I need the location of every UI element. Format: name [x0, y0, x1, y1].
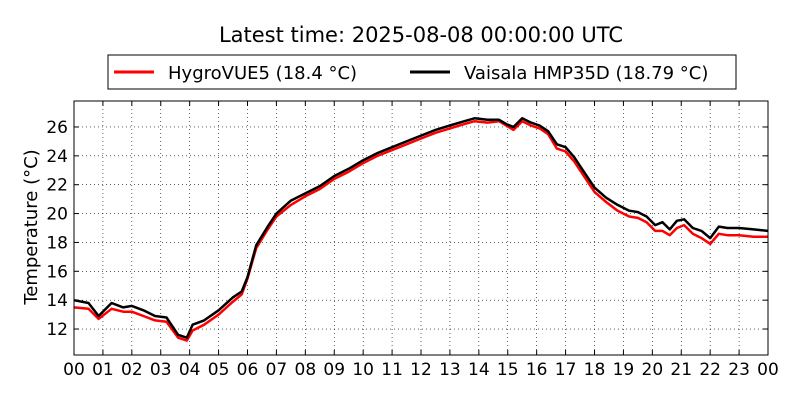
x-tick-label: 10: [352, 360, 374, 380]
x-tick-label: 15: [497, 360, 519, 380]
x-tick-label: 04: [179, 360, 201, 380]
x-tick-label: 09: [323, 360, 345, 380]
y-tick-label: 12: [46, 320, 68, 340]
y-tick-label: 24: [46, 147, 68, 167]
x-tick-label: 07: [266, 360, 288, 380]
legend-label-hygrovue5: HygroVUE5 (18.4 °C): [168, 63, 357, 84]
x-tick-label: 12: [410, 360, 432, 380]
x-tick-label: 01: [92, 360, 114, 380]
legend-label-vaisala: Vaisala HMP35D (18.79 °C): [464, 63, 708, 84]
y-tick-label: 18: [46, 233, 68, 253]
x-tick-label: 05: [208, 360, 230, 380]
plot-area: 00 01 02 03 04 05 06 07 08 09 10 11 12 13 14 15 16 17 18 19…: [46, 100, 779, 380]
y-tick-label: 26: [46, 118, 68, 138]
x-tick-label: 03: [150, 360, 172, 380]
x-tick-label: 13: [439, 360, 461, 380]
y-tick-label: 20: [46, 205, 68, 225]
x-tick-label: 19: [613, 360, 635, 380]
x-tick-label: 20: [642, 360, 664, 380]
x-tick-label: 02: [121, 360, 143, 380]
x-tick-label: 06: [237, 360, 259, 380]
x-tick-label: 17: [555, 360, 577, 380]
y-axis-label: Temperature (°C): [21, 149, 42, 305]
x-tick-label: 23: [728, 360, 750, 380]
x-tick-label: 14: [468, 360, 490, 380]
legend: HygroVUE5 (18.4 °C) Vaisala HMP35D (18.7…: [107, 54, 737, 90]
chart-title: Latest time: 2025-08-08 00:00:00 UTC: [219, 23, 623, 47]
x-tick-label: 00: [63, 360, 85, 380]
x-tick-label: 08: [295, 360, 317, 380]
x-tick-label: 11: [381, 360, 403, 380]
y-tick-label: 14: [46, 291, 68, 311]
x-tick-label: 22: [699, 360, 721, 380]
x-tick-label: 21: [670, 360, 692, 380]
y-tick-label: 16: [46, 262, 68, 282]
series-line-vaisala: [73, 117, 769, 339]
y-tick-label: 22: [46, 176, 68, 196]
x-tick-label: 16: [526, 360, 548, 380]
x-tick-label: 00: [757, 360, 779, 380]
series-line-hygrovue5: [73, 119, 768, 342]
x-tick-label: 18: [584, 360, 606, 380]
